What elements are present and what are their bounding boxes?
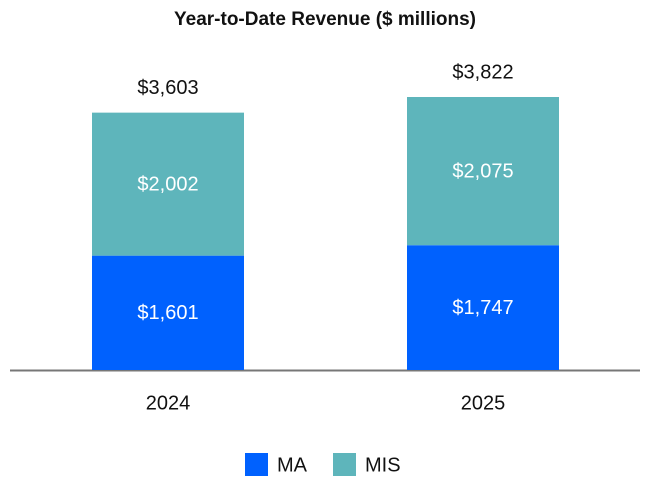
- x-tick-label: 2024: [146, 392, 191, 414]
- chart-title: Year-to-Date Revenue ($ millions): [174, 9, 476, 30]
- legend-swatch: [245, 453, 268, 476]
- value-label: $1,747: [452, 297, 513, 319]
- legend-label: MA: [277, 454, 308, 476]
- bar-segment: [407, 97, 559, 246]
- x-tick-label: 2025: [461, 392, 506, 414]
- total-label: $3,822: [452, 61, 513, 83]
- legend-label: MIS: [365, 454, 401, 476]
- value-label: $1,601: [137, 302, 198, 324]
- total-label: $3,603: [137, 77, 198, 99]
- value-label: $2,075: [452, 160, 513, 182]
- bar-segment: [92, 255, 244, 370]
- legend-swatch: [333, 453, 356, 476]
- bar-segment: [407, 245, 559, 370]
- value-label: $2,002: [137, 173, 198, 195]
- bar-segment: [92, 112, 244, 256]
